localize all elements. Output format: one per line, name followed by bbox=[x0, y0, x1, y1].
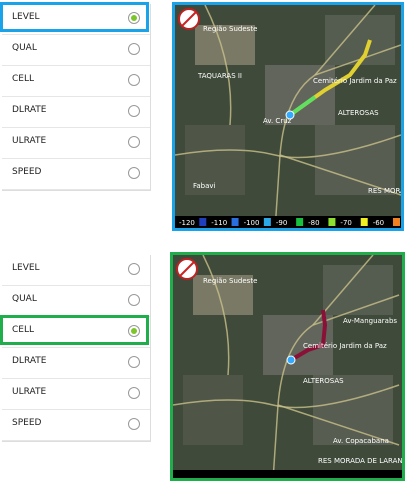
compass-needle bbox=[179, 261, 195, 277]
option-row[interactable]: DLRATE bbox=[2, 97, 150, 128]
map-label: Fabavi bbox=[193, 182, 216, 190]
legend-swatch bbox=[263, 218, 271, 226]
option-row[interactable]: LEVEL bbox=[2, 4, 150, 35]
radio-button[interactable] bbox=[128, 263, 140, 275]
radio-button[interactable] bbox=[128, 418, 140, 430]
legend-label: -80 bbox=[308, 219, 319, 227]
road bbox=[314, 5, 376, 76]
option-label: SPEED bbox=[12, 167, 42, 177]
compass-needle bbox=[181, 11, 197, 27]
position-marker bbox=[286, 355, 296, 365]
option-label: LEVEL bbox=[12, 263, 40, 273]
map-canvas: Região Sudeste Av-Manguarabs Cemitério Jar… bbox=[173, 255, 402, 478]
road bbox=[274, 44, 401, 228]
option-label: DLRATE bbox=[12, 356, 47, 366]
map-label: Cemitério Jardim da Paz bbox=[313, 77, 397, 85]
map-label: RES MORADA DE LARANJEIRA bbox=[318, 457, 402, 465]
option-row[interactable]: SPEED bbox=[2, 410, 150, 441]
option-row[interactable]: CELL bbox=[2, 317, 150, 348]
option-row[interactable]: ULRATE bbox=[2, 128, 150, 159]
radio-button[interactable] bbox=[128, 136, 140, 148]
option-label: CELL bbox=[12, 74, 34, 84]
radio-button[interactable] bbox=[128, 105, 140, 117]
map-label: Av. Cruz bbox=[263, 117, 292, 125]
road bbox=[279, 154, 401, 196]
map-area bbox=[183, 375, 243, 445]
selection-highlight bbox=[0, 2, 149, 32]
legend-swatch bbox=[199, 218, 207, 226]
legend-label: -70 bbox=[340, 219, 351, 227]
option-row[interactable]: CELL bbox=[2, 66, 150, 97]
map-label: RES MORADA DE ARANJEIRA bbox=[368, 187, 401, 195]
legend-swatch bbox=[328, 218, 336, 226]
position-marker bbox=[285, 110, 295, 120]
radio-button[interactable] bbox=[128, 74, 140, 86]
legend-label: -100 bbox=[244, 219, 260, 227]
road bbox=[277, 404, 400, 446]
option-row[interactable]: LEVEL bbox=[2, 255, 150, 286]
selection-highlight bbox=[0, 315, 149, 345]
map-bottom-bar bbox=[173, 470, 402, 478]
radio-button[interactable] bbox=[128, 325, 140, 337]
radio-button[interactable] bbox=[128, 167, 140, 179]
option-label: DLRATE bbox=[12, 105, 47, 115]
road bbox=[173, 384, 400, 409]
legend-swatch bbox=[360, 218, 368, 226]
radio-button[interactable] bbox=[128, 43, 140, 55]
legend-label: -120 bbox=[179, 219, 195, 227]
option-label: QUAL bbox=[12, 43, 37, 53]
radio-button[interactable] bbox=[128, 294, 140, 306]
option-row[interactable]: ULRATE bbox=[2, 379, 150, 410]
map-label: Região Sudeste bbox=[203, 25, 257, 33]
legend-label: -110 bbox=[211, 219, 227, 227]
option-label: SPEED bbox=[12, 418, 42, 428]
map-label: Av. Copacabana bbox=[333, 437, 389, 445]
road bbox=[202, 255, 230, 376]
option-row[interactable]: QUAL bbox=[2, 35, 150, 66]
map-label: TAQUARAS II bbox=[197, 72, 242, 80]
road bbox=[175, 134, 401, 159]
map-label: ALTEROSAS bbox=[303, 377, 344, 385]
legend-swatch bbox=[393, 218, 400, 226]
map-canvas: Região Sudeste TAQUARAS II Cemitério Jardi… bbox=[175, 5, 401, 228]
map-area bbox=[315, 125, 395, 195]
drive-track bbox=[289, 309, 328, 362]
legend-label: -90 bbox=[276, 219, 287, 227]
road bbox=[204, 5, 232, 126]
map-label: Região Sudeste bbox=[203, 277, 257, 285]
option-label: ULRATE bbox=[12, 136, 47, 146]
legend-bar bbox=[175, 216, 401, 228]
option-label: QUAL bbox=[12, 294, 37, 304]
option-row[interactable]: QUAL bbox=[2, 286, 150, 317]
map-label: Cemitério Jardim da Paz bbox=[303, 342, 387, 350]
option-row[interactable]: DLRATE bbox=[2, 348, 150, 379]
legend-swatch bbox=[296, 218, 304, 226]
map-area bbox=[265, 65, 335, 125]
legend-label: -60 bbox=[373, 219, 384, 227]
map-view: Região Sudeste TAQUARAS II Cemitério Jardi… bbox=[172, 2, 404, 231]
option-list: LEVEL QUAL CELL DLRATE ULRATE SPEED bbox=[2, 4, 151, 191]
map-label: ALTEROSAS bbox=[338, 109, 379, 117]
radio-button[interactable] bbox=[128, 387, 140, 399]
option-row[interactable]: SPEED bbox=[2, 159, 150, 190]
legend-swatch bbox=[231, 218, 239, 226]
map-area bbox=[185, 125, 245, 195]
option-label: ULRATE bbox=[12, 387, 47, 397]
map-area bbox=[313, 375, 393, 445]
option-label: CELL bbox=[12, 325, 34, 335]
road bbox=[272, 294, 400, 478]
map-view: Região Sudeste Av-Manguarabs Cemitério Jar… bbox=[170, 252, 405, 481]
radio-button[interactable] bbox=[128, 356, 140, 368]
drive-track bbox=[288, 95, 317, 117]
option-label: LEVEL bbox=[12, 12, 40, 22]
map-label: Av-Manguarabs bbox=[343, 317, 397, 325]
option-list: LEVEL QUAL CELL DLRATE ULRATE SPEED bbox=[2, 255, 151, 442]
radio-button[interactable] bbox=[128, 12, 140, 24]
